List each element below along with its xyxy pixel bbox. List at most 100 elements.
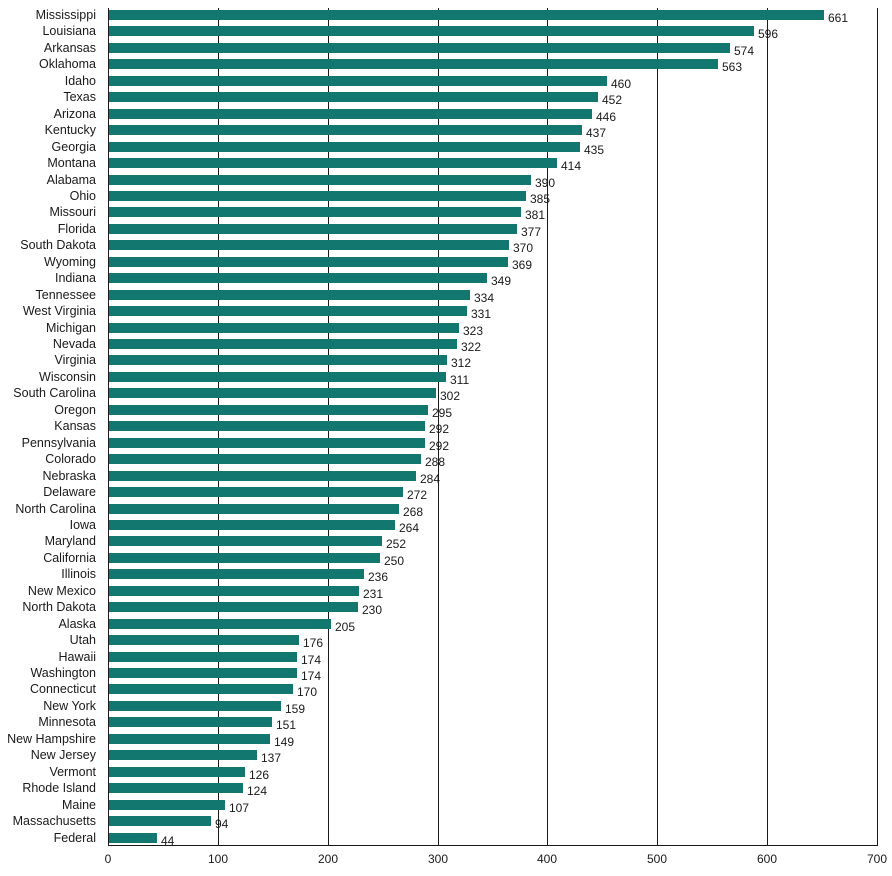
category-label: California	[43, 550, 96, 565]
category-label: West Virginia	[22, 304, 96, 319]
value-label: 302	[440, 389, 461, 404]
x-tick-label: 700	[866, 852, 888, 866]
value-label: 292	[429, 422, 450, 437]
gridline	[877, 8, 878, 845]
value-label: 661	[828, 11, 849, 25]
bar	[109, 684, 293, 695]
x-tick-label: 600	[756, 852, 778, 866]
value-label: 230	[362, 603, 383, 618]
category-label: Missouri	[49, 205, 96, 220]
category-label: Montana	[47, 156, 96, 171]
category-label: Kansas	[54, 419, 96, 434]
category-label: North Carolina	[15, 501, 96, 516]
value-label: 311	[450, 372, 470, 387]
category-label: Mississippi	[35, 8, 96, 22]
category-label: Iowa	[69, 517, 96, 532]
category-label: South Carolina	[13, 386, 96, 401]
bar	[109, 668, 297, 678]
bar	[109, 750, 257, 761]
category-label: Utah	[69, 633, 96, 648]
value-label: 149	[274, 734, 295, 749]
category-label: Arkansas	[43, 40, 96, 55]
value-label: 349	[491, 274, 512, 289]
value-label: 94	[215, 817, 229, 832]
value-label: 334	[474, 290, 495, 305]
value-label: 446	[596, 109, 617, 124]
bar	[109, 125, 582, 136]
bar	[109, 717, 272, 728]
category-label: Oregon	[54, 402, 96, 417]
category-label: Maryland	[44, 534, 96, 549]
category-label: Wisconsin	[39, 369, 96, 384]
bar	[109, 470, 416, 481]
value-label: 268	[403, 504, 424, 519]
bar	[109, 602, 358, 613]
category-label: Hawaii	[58, 649, 96, 664]
value-label: 312	[451, 356, 472, 371]
category-label: Alaska	[58, 616, 96, 631]
bar	[109, 339, 457, 349]
bar	[109, 766, 245, 777]
bar	[109, 207, 521, 218]
value-label: 272	[407, 488, 428, 503]
bar	[109, 141, 580, 152]
category-label: Wyoming	[44, 254, 96, 269]
bar	[109, 256, 508, 267]
value-label: 460	[611, 76, 632, 91]
bar	[109, 437, 425, 448]
bar	[109, 158, 557, 169]
value-label: 284	[420, 471, 441, 486]
bar	[109, 519, 395, 530]
value-label: 126	[249, 767, 270, 782]
bar	[109, 26, 754, 37]
bar	[109, 651, 297, 662]
bar	[109, 190, 526, 201]
category-label: Indiana	[54, 271, 96, 286]
category-label: Colorado	[45, 452, 96, 467]
value-label: 563	[722, 60, 743, 75]
value-label: 295	[432, 405, 453, 420]
value-label: 596	[758, 27, 779, 42]
category-label: Virginia	[54, 353, 96, 368]
gridline	[547, 8, 548, 845]
bar	[109, 273, 487, 284]
value-label: 377	[521, 224, 542, 239]
bar	[109, 174, 531, 185]
bar	[109, 421, 425, 432]
category-label: Rhode Island	[22, 781, 96, 796]
category-label: South Dakota	[20, 238, 96, 253]
category-label: Michigan	[45, 320, 96, 335]
value-label: 159	[285, 701, 306, 716]
bar	[109, 388, 436, 399]
category-label: Oklahoma	[39, 57, 96, 72]
category-label: Ohio	[69, 188, 96, 203]
bar	[109, 618, 331, 629]
value-label: 292	[429, 438, 450, 453]
x-tick-label: 0	[104, 852, 112, 866]
bar	[109, 816, 211, 827]
category-label: Nebraska	[42, 468, 97, 483]
bar	[109, 783, 243, 794]
value-label: 331	[471, 307, 492, 322]
x-tick-label: 200	[317, 852, 339, 866]
bar	[109, 306, 467, 317]
bar	[109, 59, 718, 70]
bar	[109, 733, 270, 744]
value-label: 205	[335, 619, 356, 634]
value-label: 231	[363, 586, 384, 601]
category-label: Arizona	[53, 106, 96, 121]
x-tick-label: 300	[427, 852, 449, 866]
category-label: Massachusetts	[12, 814, 96, 829]
category-label: North Dakota	[22, 600, 96, 615]
value-label: 252	[386, 537, 407, 552]
category-label: New Hampshire	[7, 731, 96, 746]
category-label: Illinois	[61, 567, 96, 582]
bar	[109, 404, 428, 415]
bar	[109, 371, 446, 382]
category-label: Federal	[53, 830, 96, 845]
value-label: 574	[734, 43, 755, 58]
category-label: New York	[43, 698, 96, 713]
bar	[109, 454, 421, 465]
x-tick-label: 500	[646, 852, 668, 866]
value-label: 151	[276, 718, 297, 733]
